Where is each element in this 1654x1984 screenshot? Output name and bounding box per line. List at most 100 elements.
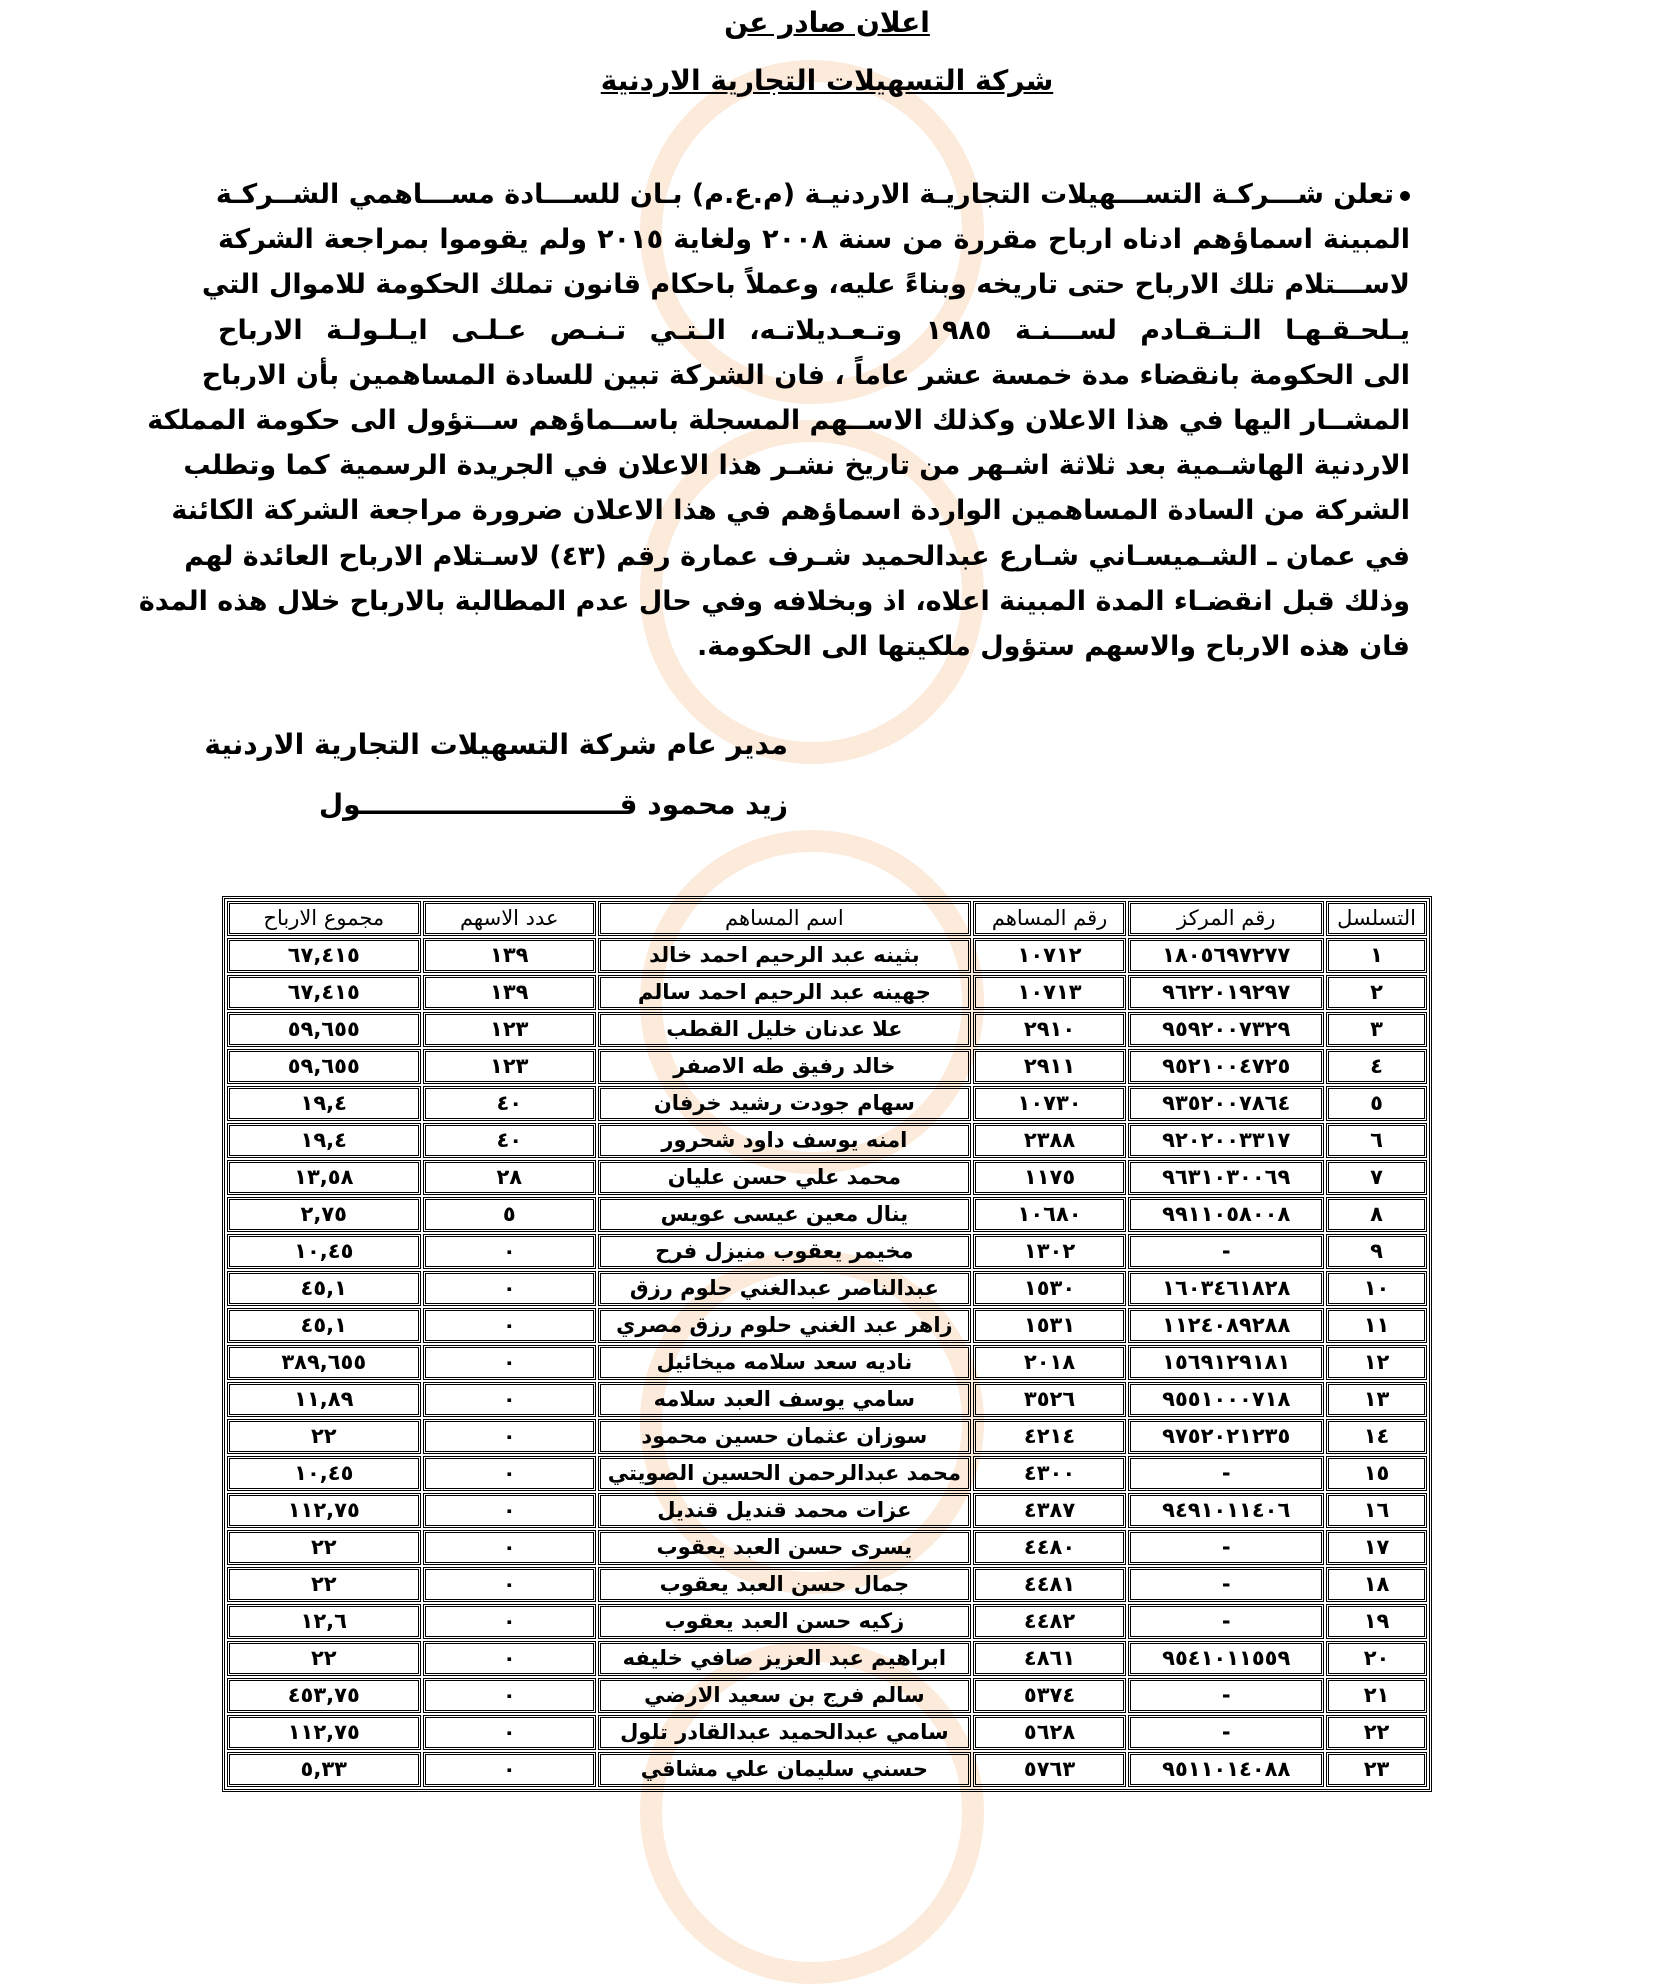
cell-total-dividends: ١٣,٥٨ [227, 1160, 421, 1195]
cell-shares-count: ٠ [422, 1567, 596, 1602]
announcement-body: تعلن شـــركـة التســـهيلات التجاريـة الا… [138, 172, 1410, 669]
cell-shareholder-name: مخيمر يعقوب منيزل فرح [598, 1234, 971, 1269]
cell-shares-count: ١٢٣ [422, 1049, 596, 1084]
cell-shareholder-name: زكيه حسن العبد يعقوب [598, 1604, 971, 1639]
cell-shares-count: ٠ [422, 1456, 596, 1491]
cell-serial: ٣ [1326, 1012, 1427, 1047]
cell-total-dividends: ٥,٣٣ [227, 1752, 421, 1787]
cell-total-dividends: ١٠,٤٥ [227, 1456, 421, 1491]
cell-shares-count: ٠ [422, 1271, 596, 1306]
cell-serial: ٦ [1326, 1123, 1427, 1158]
cell-total-dividends: ٢٢ [227, 1567, 421, 1602]
cell-total-dividends: ٢٢ [227, 1530, 421, 1565]
cell-center-number: - [1128, 1678, 1325, 1713]
header-total-dividends: مجموع الارباح [227, 901, 421, 936]
cell-total-dividends: ١٠,٤٥ [227, 1234, 421, 1269]
cell-shareholder-number: ٢٠١٨ [972, 1345, 1127, 1380]
cell-total-dividends: ٣٨٩,٦٥٥ [227, 1345, 421, 1380]
table-row: ٢٠ ٩٥٤١٠١١٥٥٩ ٤٨٦١ ابراهيم عبد العزيز صافي … [227, 1641, 1427, 1676]
cell-total-dividends: ٢٢ [227, 1641, 421, 1676]
cell-total-dividends: ٤٥,١ [227, 1271, 421, 1306]
body-line: لاســـتلام تلك الارباح حتى تاريخه وبناءً… [201, 269, 1410, 301]
cell-shareholder-number: ٥٧٦٣ [972, 1752, 1127, 1787]
cell-serial: ١١ [1326, 1308, 1427, 1343]
body-line: فان هذه الارباح والاسهم ستؤول ملكيتها ال… [697, 630, 1410, 662]
cell-center-number: ٩٦٣١٠٣٠٠٦٩ [1128, 1160, 1325, 1195]
signature-role: مدير عام شركة التسهيلات التجارية الاردني… [204, 728, 788, 761]
announcement-title: اعلان صادر عن [724, 6, 930, 39]
table-row: ١٦ ٩٤٩١٠١١٤٠٦ ٤٣٨٧ عزات محمد قنديل قنديل ٠ ١١… [227, 1493, 1427, 1528]
body-line: وذلك قبل انقضـاء المدة المبينة اعلاه، اذ… [138, 585, 1410, 617]
body-line: الشركة من السادة المساهمين الواردة اسماؤ… [171, 495, 1410, 527]
cell-center-number: ٩٥٢١٠٠٤٧٢٥ [1128, 1049, 1325, 1084]
body-line: يـلحـقـهـا الـتـقـادم لســـنـة ١٩٨٥ وتـع… [218, 314, 1410, 346]
cell-serial: ٩ [1326, 1234, 1427, 1269]
header-shareholder-number: رقم المساهم [972, 901, 1127, 936]
cell-total-dividends: ٤٥٣,٧٥ [227, 1678, 421, 1713]
cell-shareholder-number: ٤٣٨٧ [972, 1493, 1127, 1528]
cell-center-number: - [1128, 1715, 1325, 1750]
cell-serial: ١٤ [1326, 1419, 1427, 1454]
cell-total-dividends: ٦٧,٤١٥ [227, 975, 421, 1010]
cell-shares-count: ٠ [422, 1419, 596, 1454]
cell-center-number: ٩٩١١٠٥٨٠٠٨ [1128, 1197, 1325, 1232]
body-line: في عمان ـ الشـميسـاني شـارع عبدالحميد شـ… [184, 540, 1410, 572]
cell-shares-count: ٠ [422, 1493, 596, 1528]
cell-shareholder-number: ٤٤٨٢ [972, 1604, 1127, 1639]
cell-center-number: - [1128, 1234, 1325, 1269]
cell-shareholder-number: ٤٣٠٠ [972, 1456, 1127, 1491]
cell-shareholder-number: ٢٩١١ [972, 1049, 1127, 1084]
cell-shareholder-name: سوزان عثمان حسين محمود [598, 1419, 971, 1454]
cell-shareholder-name: عزات محمد قنديل قنديل [598, 1493, 971, 1528]
table-row: ٩-١٣٠٢ مخيمر يعقوب منيزل فرح ٠ ١٠,٤٥ [227, 1234, 1427, 1269]
cell-shareholder-name: زاهر عبد الغني حلوم رزق مصري [598, 1308, 971, 1343]
body-line: المبينة اسماؤهم ادناه ارباح مقررة من سنة… [218, 224, 1410, 256]
cell-center-number: ٩٥١١٠١٤٠٨٨ [1128, 1752, 1325, 1787]
cell-total-dividends: ٥٩,٦٥٥ [227, 1049, 421, 1084]
cell-shares-count: ٠ [422, 1604, 596, 1639]
header-serial: التسلسل [1326, 901, 1427, 936]
signature-name: زيد محمود قـــــــــــــــــــــــــــول [318, 788, 788, 821]
cell-serial: ٢١ [1326, 1678, 1427, 1713]
bullet-icon [1400, 190, 1410, 201]
cell-total-dividends: ١١,٨٩ [227, 1382, 421, 1417]
cell-shareholder-name: ناديه سعد سلامه ميخائيل [598, 1345, 971, 1380]
cell-shareholder-number: ٣٥٢٦ [972, 1382, 1127, 1417]
cell-center-number: ١٦٠٣٤٦١٨٢٨ [1128, 1271, 1325, 1306]
cell-shares-count: ٠ [422, 1382, 596, 1417]
table-row: ٤ ٩٥٢١٠٠٤٧٢٥ ٢٩١١ خالد رفيق طه الاصفر ١٢٣ ٥٩,… [227, 1049, 1427, 1084]
cell-shareholder-name: جمال حسن العبد يعقوب [598, 1567, 971, 1602]
cell-shares-count: ١٣٩ [422, 975, 596, 1010]
cell-shareholder-number: ٥٣٧٤ [972, 1678, 1127, 1713]
cell-center-number: - [1128, 1456, 1325, 1491]
table-row: ١٩-٤٤٨٢ زكيه حسن العبد يعقوب ٠ ١٢,٦ [227, 1604, 1427, 1639]
cell-shares-count: ٠ [422, 1530, 596, 1565]
cell-total-dividends: ١١٢,٧٥ [227, 1715, 421, 1750]
body-line: الى الحكومة بانقضاء مدة خمسة عشر عاماً ،… [201, 359, 1410, 391]
cell-serial: ١٦ [1326, 1493, 1427, 1528]
cell-shareholder-number: ٤٢١٤ [972, 1419, 1127, 1454]
cell-serial: ١٥ [1326, 1456, 1427, 1491]
cell-serial: ١٢ [1326, 1345, 1427, 1380]
table-row: ٧ ٩٦٣١٠٣٠٠٦٩ ١١٧٥ محمد علي حسن عليان ٢٨ ١٣,٥٨ [227, 1160, 1427, 1195]
header-center-number: رقم المركز [1128, 901, 1325, 936]
cell-shareholder-number: ١٣٠٢ [972, 1234, 1127, 1269]
cell-shareholder-name: جهينه عبد الرحيم احمد سالم [598, 975, 971, 1010]
table-row: ١٢ ١٥٦٩١٢٩١٨١ ٢٠١٨ ناديه سعد سلامه ميخائيل ٠… [227, 1345, 1427, 1380]
cell-total-dividends: ٥٩,٦٥٥ [227, 1012, 421, 1047]
header-shareholder-name: اسم المساهم [598, 901, 971, 936]
cell-shareholder-number: ١٠٦٨٠ [972, 1197, 1127, 1232]
cell-center-number: - [1128, 1604, 1325, 1639]
cell-shareholder-name: يسرى حسن العبد يعقوب [598, 1530, 971, 1565]
cell-center-number: ٩٢٠٢٠٠٣٣١٧ [1128, 1123, 1325, 1158]
table-row: ٢٢-٥٦٢٨ سامي عبدالحميد عبدالقادر تلول ٠ ١١٢… [227, 1715, 1427, 1750]
cell-center-number: ٩٥٩٢٠٠٧٣٢٩ [1128, 1012, 1325, 1047]
body-line: تعلن شـــركـة التســـهيلات التجاريـة الا… [216, 172, 1410, 217]
cell-total-dividends: ١٩,٤ [227, 1123, 421, 1158]
cell-shareholder-name: ينال معين عيسى عويس [598, 1197, 971, 1232]
cell-shares-count: ٢٨ [422, 1160, 596, 1195]
cell-shares-count: ٠ [422, 1308, 596, 1343]
cell-serial: ١٠ [1326, 1271, 1427, 1306]
cell-shareholder-name: علا عدنان خليل القطب [598, 1012, 971, 1047]
shareholders-table: التسلسل رقم المركز رقم المساهم اسم المسا… [222, 896, 1432, 1792]
